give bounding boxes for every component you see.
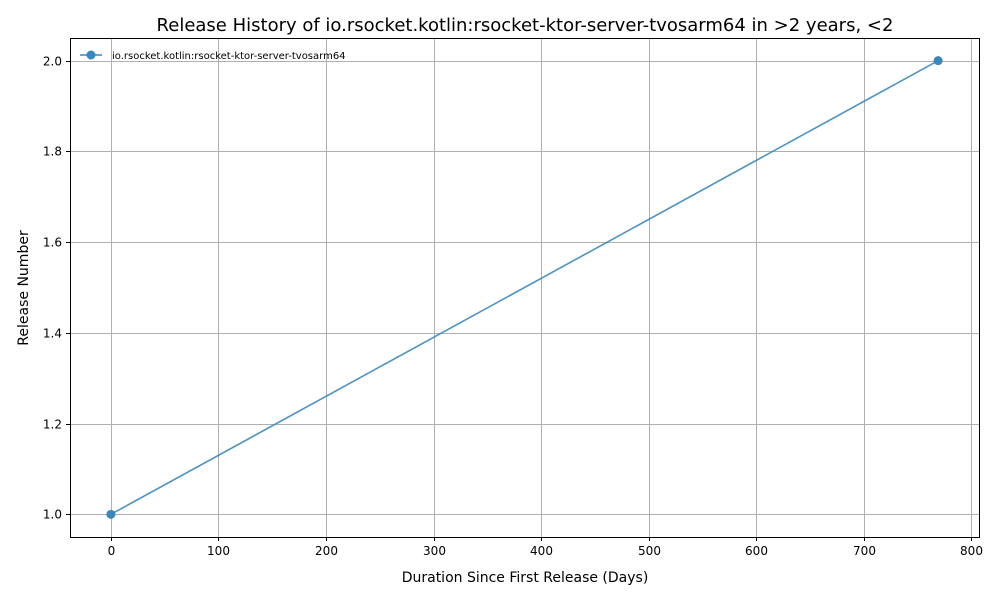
x-tick-label: 600 — [745, 544, 768, 558]
y-axis-ticks: 1.0 1.2 1.4 1.6 1.8 2.0 — [43, 55, 70, 522]
x-axis-ticks: 0 100 200 300 400 500 600 700 800 — [108, 537, 983, 558]
legend: io.rsocket.kotlin:rsocket-ktor-server-tv… — [80, 50, 346, 62]
series-group — [106, 56, 943, 519]
data-point — [106, 509, 116, 519]
x-tick-label: 300 — [423, 544, 446, 558]
x-tick-label: 0 — [108, 544, 116, 558]
y-tick-label: 1.2 — [43, 418, 62, 432]
chart-title: Release History of io.rsocket.kotlin:rso… — [157, 15, 894, 36]
y-tick-label: 1.4 — [43, 327, 62, 341]
x-tick-label: 200 — [315, 544, 338, 558]
x-tick-label: 500 — [638, 544, 661, 558]
y-axis-title: Release Number — [16, 230, 32, 346]
legend-label: io.rsocket.kotlin:rsocket-ktor-server-tv… — [112, 51, 346, 62]
y-tick-label: 1.8 — [43, 145, 62, 159]
grid — [70, 38, 979, 537]
x-axis-title: Duration Since First Release (Days) — [402, 570, 649, 586]
plot-frame — [70, 38, 980, 538]
x-tick-label: 700 — [853, 544, 876, 558]
y-tick-label: 1.6 — [43, 236, 62, 250]
y-tick-label: 1.0 — [43, 508, 62, 522]
legend-marker — [86, 50, 96, 60]
x-tick-label: 800 — [960, 544, 983, 558]
x-tick-label: 400 — [530, 544, 553, 558]
data-point — [933, 56, 943, 66]
x-tick-label: 100 — [207, 544, 230, 558]
y-tick-label: 2.0 — [43, 55, 62, 69]
series-line — [110, 59, 939, 516]
